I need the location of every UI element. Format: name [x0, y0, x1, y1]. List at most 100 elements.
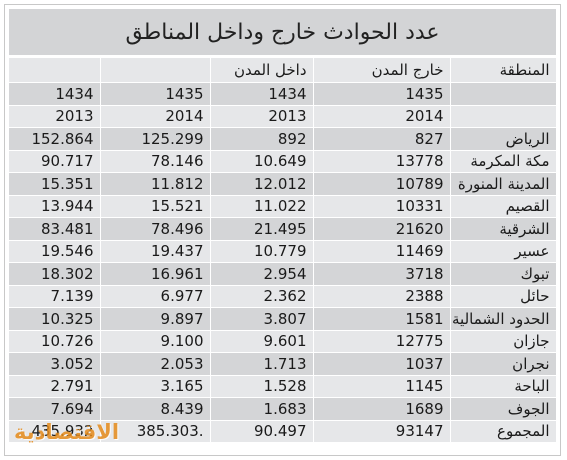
header-inside-cities: داخل المدن — [210, 58, 314, 83]
region-name: المدينة المنورة — [450, 172, 557, 196]
value-cell: 21620 — [313, 217, 451, 241]
table-row: 435.932 385.303. 90.497 93147 المجموع — [9, 420, 557, 443]
table-row: 7.139 6.977 2.362 2388 حائل — [9, 285, 557, 308]
year-label-blank — [450, 105, 557, 128]
value-cell: 78.146 — [100, 150, 211, 173]
region-name: الحدود الشمالية — [450, 307, 557, 331]
value-cell: 10.325 — [9, 307, 101, 331]
year-cell: 1435 — [100, 82, 211, 106]
region-name: الرياض — [450, 127, 557, 151]
table-row: 15.351 11.812 12.012 10789 المدينة المنورة — [9, 172, 557, 196]
accidents-table: داخل المدن خارج المدن المنطقة 1434 1435 … — [9, 58, 557, 443]
value-cell: 10.779 — [210, 240, 314, 263]
value-cell: 15.521 — [100, 195, 211, 218]
value-cell: 1689 — [313, 397, 451, 421]
table-title: عدد الحوادث خارج وداخل المناطق — [125, 19, 440, 45]
value-cell: 3.807 — [210, 307, 314, 331]
hijri-year-row: 1434 1435 1434 1435 — [9, 82, 557, 106]
year-cell: 2013 — [210, 105, 314, 128]
value-cell: 21.495 — [210, 217, 314, 241]
header-blank-2 — [9, 58, 101, 83]
value-cell: 2.954 — [210, 262, 314, 286]
region-name: تبوك — [450, 262, 557, 286]
value-cell: 9.100 — [100, 330, 211, 353]
region-name: الشرقية — [450, 217, 557, 241]
value-cell: 152.864 — [9, 127, 101, 151]
value-cell: 19.546 — [9, 240, 101, 263]
header-outside-cities: خارج المدن — [313, 58, 451, 83]
table-row: 152.864 125.299 892 827 الرياض — [9, 127, 557, 151]
value-cell: 9.601 — [210, 330, 314, 353]
value-cell: 10.726 — [9, 330, 101, 353]
year-cell: 1434 — [210, 82, 314, 106]
value-cell: 1581 — [313, 307, 451, 331]
gregorian-year-row: 2013 2014 2013 2014 — [9, 105, 557, 128]
value-cell: 827 — [313, 127, 451, 151]
table-title-bar: عدد الحوادث خارج وداخل المناطق — [9, 9, 556, 55]
table-row: 13.944 15.521 11.022 10331 القصيم — [9, 195, 557, 218]
value-cell: 1.683 — [210, 397, 314, 421]
value-cell: 13.944 — [9, 195, 101, 218]
value-cell: 8.439 — [100, 397, 211, 421]
value-cell: 78.496 — [100, 217, 211, 241]
region-name: المجموع — [450, 420, 557, 443]
value-cell: 11.812 — [100, 172, 211, 196]
value-cell: 435.932 — [9, 420, 101, 443]
table-row: 19.546 19.437 10.779 11469 عسير — [9, 240, 557, 263]
value-cell: 892 — [210, 127, 314, 151]
value-cell: 125.299 — [100, 127, 211, 151]
value-cell: 9.897 — [100, 307, 211, 331]
value-cell: 6.977 — [100, 285, 211, 308]
year-cell: 2013 — [9, 105, 101, 128]
year-cell: 2014 — [313, 105, 451, 128]
region-name: مكة المكرمة — [450, 150, 557, 173]
value-cell: 3.052 — [9, 352, 101, 376]
value-cell: 3718 — [313, 262, 451, 286]
value-cell: 12.012 — [210, 172, 314, 196]
table-row: 2.791 3.165 1.528 1145 الباحة — [9, 375, 557, 398]
value-cell: 11.022 — [210, 195, 314, 218]
value-cell: 18.302 — [9, 262, 101, 286]
region-name: القصيم — [450, 195, 557, 218]
table-row: 83.481 78.496 21.495 21620 الشرقية — [9, 217, 557, 241]
region-name: عسير — [450, 240, 557, 263]
value-cell: 10331 — [313, 195, 451, 218]
table-row: 3.052 2.053 1.713 1037 نجران — [9, 352, 557, 376]
year-cell: 1434 — [9, 82, 101, 106]
table-row: 10.325 9.897 3.807 1581 الحدود الشمالية — [9, 307, 557, 331]
table-row: 10.726 9.100 9.601 12775 جازان — [9, 330, 557, 353]
region-name: حائل — [450, 285, 557, 308]
value-cell: 12775 — [313, 330, 451, 353]
value-cell: 16.961 — [100, 262, 211, 286]
value-cell: 10789 — [313, 172, 451, 196]
region-name: الباحة — [450, 375, 557, 398]
value-cell: 2.053 — [100, 352, 211, 376]
value-cell: 10.649 — [210, 150, 314, 173]
value-cell: 1145 — [313, 375, 451, 398]
table-row: 7.694 8.439 1.683 1689 الجوف — [9, 397, 557, 421]
value-cell: 385.303. — [100, 420, 211, 443]
value-cell: 2388 — [313, 285, 451, 308]
year-cell: 2014 — [100, 105, 211, 128]
region-name: الجوف — [450, 397, 557, 421]
value-cell: 7.139 — [9, 285, 101, 308]
publisher-watermark: الاقتصادية — [14, 420, 120, 444]
value-cell: 1037 — [313, 352, 451, 376]
value-cell: 93147 — [313, 420, 451, 443]
value-cell: 1.713 — [210, 352, 314, 376]
value-cell: 90.717 — [9, 150, 101, 173]
value-cell: 13778 — [313, 150, 451, 173]
value-cell: 19.437 — [100, 240, 211, 263]
value-cell: 7.694 — [9, 397, 101, 421]
table-row: 90.717 78.146 10.649 13778 مكة المكرمة — [9, 150, 557, 173]
value-cell: 15.351 — [9, 172, 101, 196]
region-name: جازان — [450, 330, 557, 353]
value-cell: 90.497 — [210, 420, 314, 443]
value-cell: 11469 — [313, 240, 451, 263]
header-row: داخل المدن خارج المدن المنطقة — [9, 58, 557, 83]
value-cell: 2.362 — [210, 285, 314, 308]
value-cell: 2.791 — [9, 375, 101, 398]
header-blank-1 — [100, 58, 211, 83]
year-cell: 1435 — [313, 82, 451, 106]
value-cell: 1.528 — [210, 375, 314, 398]
